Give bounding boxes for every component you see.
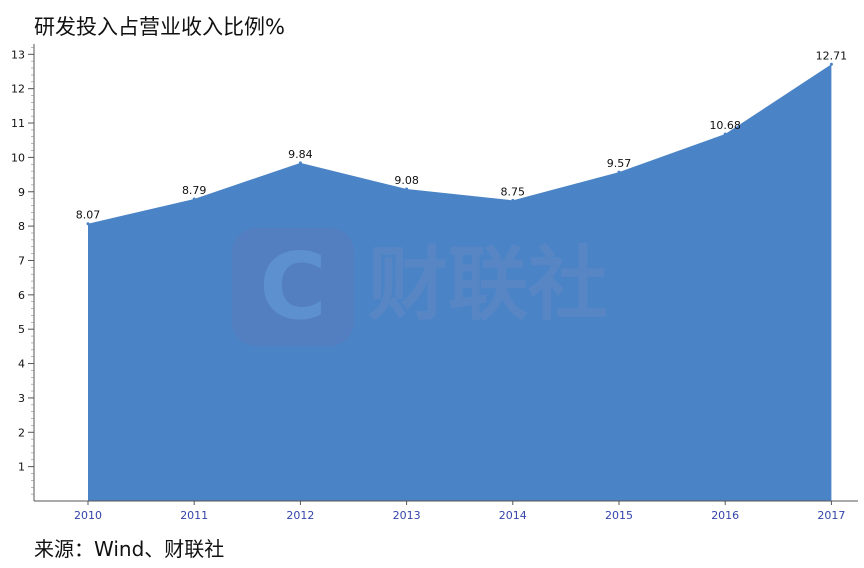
data-point — [511, 198, 515, 202]
data-point — [86, 222, 90, 226]
y-tick-label: 10 — [11, 151, 25, 164]
data-label: 10.68 — [709, 119, 741, 132]
y-tick-label: 3 — [18, 392, 25, 405]
y-tick-label: 2 — [18, 426, 25, 439]
y-tick-label: 4 — [18, 358, 25, 371]
y-tick-label: 9 — [18, 186, 25, 199]
y-tick-label: 1 — [18, 461, 25, 474]
y-tick-label: 11 — [11, 117, 25, 130]
x-tick-label: 2017 — [817, 509, 845, 522]
data-label: 8.75 — [501, 185, 526, 198]
area-series-fill — [88, 64, 832, 501]
data-point — [829, 62, 833, 66]
y-tick-label: 6 — [18, 289, 25, 302]
watermark-text: 财联社 — [368, 238, 608, 331]
y-tick-label: 7 — [18, 254, 25, 267]
x-tick-label: 2013 — [393, 509, 421, 522]
data-point — [617, 170, 621, 174]
data-point — [298, 161, 302, 165]
data-point — [192, 197, 196, 201]
x-tick-label: 2014 — [499, 509, 527, 522]
data-point — [405, 187, 409, 191]
x-tick-label: 2015 — [605, 509, 633, 522]
data-label: 8.07 — [76, 209, 101, 222]
x-tick-label: 2016 — [711, 509, 739, 522]
data-label: 9.08 — [394, 174, 419, 187]
data-label: 8.79 — [182, 184, 207, 197]
chart-title: 研发投入占营业收入比例% — [34, 15, 285, 39]
watermark-logo-letter: C — [259, 233, 327, 340]
data-point — [723, 132, 727, 136]
watermark-logo-box — [232, 228, 354, 346]
x-tick-label: 2012 — [286, 509, 314, 522]
watermark: C 财联社 — [232, 228, 608, 346]
x-tick-label: 2010 — [74, 509, 102, 522]
y-tick-label: 8 — [18, 220, 25, 233]
data-label: 12.71 — [816, 49, 848, 62]
data-label: 9.57 — [607, 157, 632, 170]
y-tick-label: 12 — [11, 83, 25, 96]
source-note: 来源：Wind、财联社 — [34, 537, 225, 561]
x-tick-label: 2011 — [180, 509, 208, 522]
y-tick-label: 13 — [11, 48, 25, 61]
y-tick-label: 5 — [18, 323, 25, 336]
data-label: 9.84 — [288, 148, 313, 161]
